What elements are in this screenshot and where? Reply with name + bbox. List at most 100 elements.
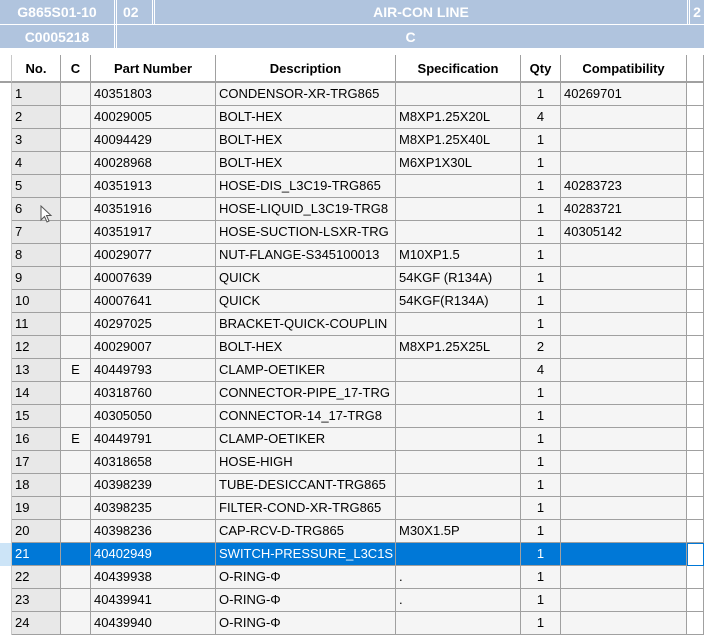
row-header[interactable] [0, 382, 12, 405]
table-row[interactable]: 12 40029007 BOLT-HEX M8XP1.25X25L 2 [0, 336, 704, 359]
cell-description[interactable]: BOLT-HEX [216, 336, 396, 359]
cell-compatibility[interactable]: 40283721 [561, 198, 687, 221]
row-header[interactable] [0, 405, 12, 428]
table-row[interactable]: 22 40439938 O-RING-Φ. 1 [0, 566, 704, 589]
table-row[interactable]: 20 40398236 CAP-RCV-D-TRG865 M30X1.5P 1 [0, 520, 704, 543]
cell-specification[interactable] [396, 497, 521, 520]
cell-description[interactable]: CLAMP-OETIKER [216, 428, 396, 451]
cell-compatibility[interactable] [561, 152, 687, 175]
cell-qty[interactable]: 2 [521, 336, 561, 359]
cell-part-number[interactable]: 40318658 [91, 451, 216, 474]
cell-part-number[interactable]: 40351916 [91, 198, 216, 221]
cell-specification[interactable] [396, 543, 521, 566]
cell-c[interactable] [61, 244, 91, 267]
cell-no[interactable]: 9 [12, 267, 61, 290]
cell-qty[interactable]: 1 [521, 267, 561, 290]
cell-description[interactable]: SWITCH-PRESSURE_L3C1S [216, 543, 396, 566]
cell-part-number[interactable]: 40398236 [91, 520, 216, 543]
table-row[interactable]: 5 40351913 HOSE-DIS_L3C19-TRG865 1 40283723 [0, 175, 704, 198]
cell-description[interactable]: HOSE-DIS_L3C19-TRG865 [216, 175, 396, 198]
cell-description[interactable]: CONNECTOR-PIPE_17-TRG [216, 382, 396, 405]
cell-description[interactable]: QUICK [216, 267, 396, 290]
cell-part-number[interactable]: 40439938 [91, 566, 216, 589]
cell-c[interactable] [61, 566, 91, 589]
cell-no[interactable]: 23 [12, 589, 61, 612]
cell-compatibility[interactable] [561, 474, 687, 497]
cell-description[interactable]: BRACKET-QUICK-COUPLIN [216, 313, 396, 336]
table-row[interactable]: 24 40439940 O-RING-Φ 1 [0, 612, 704, 635]
cell-specification[interactable] [396, 83, 521, 106]
cell-specification[interactable] [396, 474, 521, 497]
cell-no[interactable]: 10 [12, 290, 61, 313]
cell-part-number[interactable]: 40402949 [91, 543, 216, 566]
cell-no[interactable]: 21 [12, 543, 61, 566]
row-header[interactable] [0, 336, 12, 359]
col-header-description[interactable]: Description [216, 55, 396, 83]
cell-c[interactable] [61, 382, 91, 405]
cell-no[interactable]: 8 [12, 244, 61, 267]
col-header-compatibility[interactable]: Compatibility [561, 55, 687, 83]
cell-part-number[interactable]: 40029007 [91, 336, 216, 359]
row-header[interactable] [0, 520, 12, 543]
cell-qty[interactable]: 1 [521, 612, 561, 635]
cell-compatibility[interactable]: 40269701 [561, 83, 687, 106]
cell-part-number[interactable]: 40094429 [91, 129, 216, 152]
cell-qty[interactable]: 1 [521, 543, 561, 566]
cell-specification[interactable]: . [396, 566, 521, 589]
table-row[interactable]: 11 40297025 BRACKET-QUICK-COUPLIN 1 [0, 313, 704, 336]
cell-specification[interactable]: M8XP1.25X40L [396, 129, 521, 152]
table-row[interactable]: 6 40351916 HOSE-LIQUID_L3C19-TRG8 1 40283721 [0, 198, 704, 221]
cell-part-number[interactable]: 40439940 [91, 612, 216, 635]
cell-compatibility[interactable] [561, 589, 687, 612]
cell-c[interactable] [61, 612, 91, 635]
cell-no[interactable]: 14 [12, 382, 61, 405]
cell-compatibility[interactable] [561, 566, 687, 589]
cell-qty[interactable]: 1 [521, 175, 561, 198]
cell-qty[interactable]: 1 [521, 152, 561, 175]
cell-specification[interactable] [396, 451, 521, 474]
cell-qty[interactable]: 1 [521, 451, 561, 474]
cell-specification[interactable] [396, 612, 521, 635]
row-header[interactable] [0, 497, 12, 520]
table-row[interactable]: 10 40007641 QUICK 54KGF(R134A) 1 [0, 290, 704, 313]
table-row[interactable]: 18 40398239 TUBE-DESICCANT-TRG865 1 [0, 474, 704, 497]
cell-no[interactable]: 4 [12, 152, 61, 175]
cell-compatibility[interactable] [561, 336, 687, 359]
cell-qty[interactable]: 1 [521, 566, 561, 589]
cell-description[interactable]: CAP-RCV-D-TRG865 [216, 520, 396, 543]
cell-description[interactable]: BOLT-HEX [216, 129, 396, 152]
row-header[interactable] [0, 267, 12, 290]
cell-compatibility[interactable] [561, 428, 687, 451]
cell-compatibility[interactable] [561, 106, 687, 129]
cell-compatibility[interactable] [561, 520, 687, 543]
cell-no[interactable]: 18 [12, 474, 61, 497]
row-header[interactable] [0, 290, 12, 313]
cell-c[interactable]: E [61, 428, 91, 451]
cell-qty[interactable]: 1 [521, 474, 561, 497]
cell-part-number[interactable]: 40351917 [91, 221, 216, 244]
cell-compatibility[interactable]: 40305142 [561, 221, 687, 244]
table-row[interactable]: 4 40028968 BOLT-HEX M6XP1X30L 1 [0, 152, 704, 175]
cell-c[interactable] [61, 129, 91, 152]
cell-c[interactable] [61, 267, 91, 290]
row-header[interactable] [0, 106, 12, 129]
cell-part-number[interactable]: 40007639 [91, 267, 216, 290]
cell-part-number[interactable]: 40318760 [91, 382, 216, 405]
cell-no[interactable]: 11 [12, 313, 61, 336]
cell-compatibility[interactable] [561, 267, 687, 290]
cell-no[interactable]: 20 [12, 520, 61, 543]
cell-qty[interactable]: 1 [521, 520, 561, 543]
cell-c[interactable] [61, 520, 91, 543]
cell-specification[interactable] [396, 428, 521, 451]
cell-c[interactable] [61, 405, 91, 428]
cell-qty[interactable]: 4 [521, 106, 561, 129]
cell-specification[interactable] [396, 359, 521, 382]
row-header[interactable] [0, 221, 12, 244]
cell-description[interactable]: TUBE-DESICCANT-TRG865 [216, 474, 396, 497]
cell-compatibility[interactable] [561, 497, 687, 520]
cell-specification[interactable] [396, 198, 521, 221]
cell-c[interactable] [61, 451, 91, 474]
cell-compatibility[interactable]: 40283723 [561, 175, 687, 198]
cell-no[interactable]: 15 [12, 405, 61, 428]
cell-compatibility[interactable] [561, 244, 687, 267]
